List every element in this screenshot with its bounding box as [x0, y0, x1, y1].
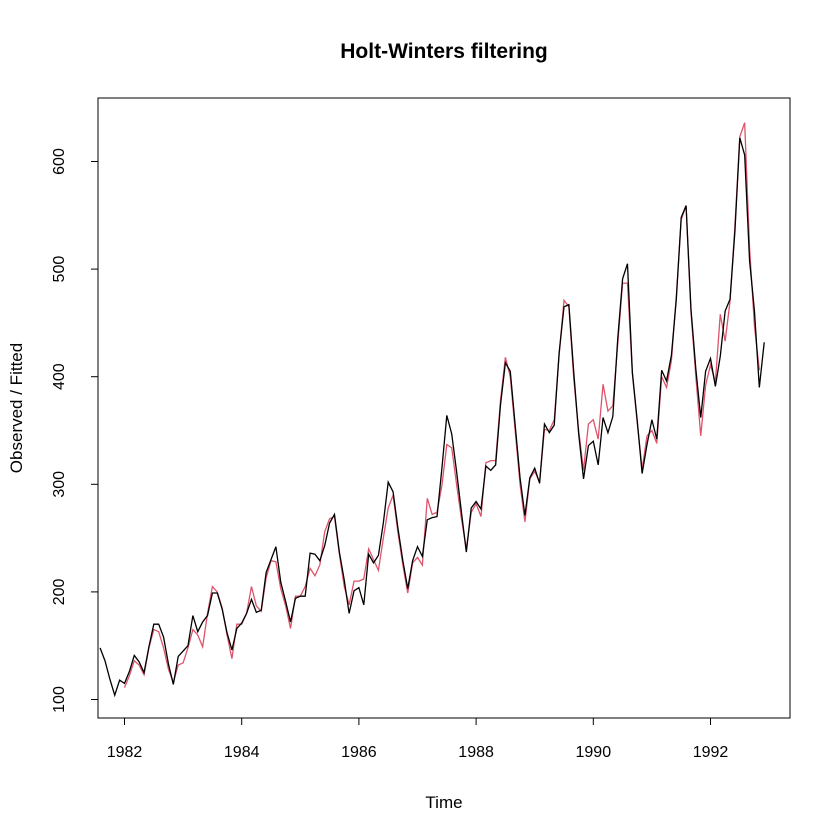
x-tick-label: 1992	[693, 744, 729, 761]
x-tick-label: 1988	[458, 744, 494, 761]
y-axis: 100 200 300 400 500 600	[51, 148, 99, 713]
x-axis: 1982 1984 1986 1988 1990 1992	[107, 717, 729, 761]
y-tick-label: 500	[51, 256, 68, 283]
y-tick-label: 100	[51, 686, 68, 713]
x-tick-label: 1990	[576, 744, 612, 761]
y-axis-label: Observed / Fitted	[7, 343, 26, 473]
y-tick-label: 400	[51, 363, 68, 390]
y-tick-label: 200	[51, 578, 68, 605]
x-tick-label: 1986	[341, 744, 377, 761]
x-tick-label: 1984	[224, 744, 260, 761]
x-tick-label: 1982	[107, 744, 143, 761]
fitted-series-line	[123, 122, 760, 688]
y-tick-label: 300	[51, 471, 68, 498]
observed-series-line	[99, 137, 765, 698]
chart-title: Holt-Winters filtering	[340, 40, 547, 63]
x-axis-label: Time	[425, 793, 462, 812]
y-tick-label: 600	[51, 148, 68, 175]
